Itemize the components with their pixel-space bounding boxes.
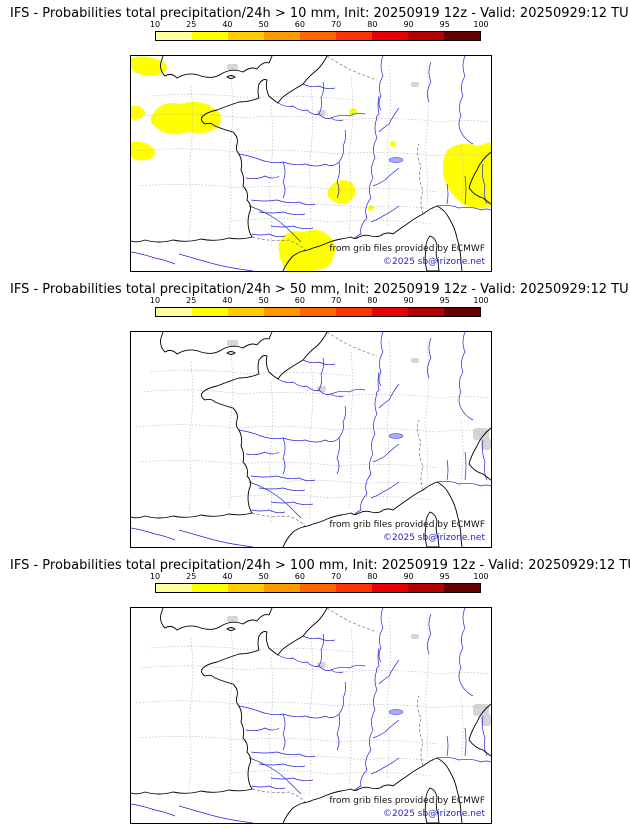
rivers-layer [131, 56, 491, 271]
colorbar-tick-labels: 10 25 40 50 60 70 80 90 95 100 [150, 572, 489, 582]
map-frame: from grib files provided by ECMWF ©2025 … [130, 607, 492, 824]
colorbar-segment [156, 308, 192, 316]
colorbar-tick-label: 10 [149, 296, 161, 305]
colorbar-tick-label: 95 [439, 296, 450, 305]
national-borders-layer [251, 608, 424, 803]
panel-precip-gt-100mm: IFS - Probabilities total precipitation/… [0, 552, 630, 828]
panel-precip-gt-50mm: IFS - Probabilities total precipitation/… [0, 276, 630, 552]
colorbar-segment [228, 584, 264, 592]
colorbar-tick-label: 90 [403, 296, 414, 305]
colorbar-tick-label: 70 [331, 296, 342, 305]
colorbar-segment [408, 308, 444, 316]
colorbar-tick-label: 95 [439, 20, 450, 29]
colorbar-tick-label: 100 [473, 20, 489, 29]
colorbar-tick-label: 40 [222, 296, 233, 305]
colorbar-tick-label: 60 [294, 296, 305, 305]
colorbar-tick-label: 10 [149, 572, 161, 581]
colorbar-segment [444, 584, 480, 592]
colorbar-segment [228, 32, 264, 40]
colorbar-tick-label: 80 [367, 20, 378, 29]
copyright-text: ©2025 sb@irizone.net [383, 257, 485, 267]
colorbar-tick-label: 10 [149, 20, 161, 29]
colorbar-tick-label: 50 [258, 20, 269, 29]
colorbar-tick-labels: 10 25 40 50 60 70 80 90 95 100 [150, 296, 489, 306]
colorbar-segment [192, 308, 228, 316]
admin-borders-layer [135, 617, 490, 799]
copyright-text: ©2025 sb@irizone.net [383, 809, 485, 819]
colorbar-tick-label: 95 [439, 572, 450, 581]
colorbar-segment [372, 308, 408, 316]
colorbar-segment [192, 32, 228, 40]
colorbar-tick-label: 100 [473, 572, 489, 581]
colorbar-tick-label: 60 [294, 20, 305, 29]
colorbar-tick-label: 70 [331, 20, 342, 29]
precipitation-probability-map [131, 608, 491, 823]
colorbar-tick-label: 50 [258, 296, 269, 305]
colorbar-segment [264, 32, 300, 40]
colorbar-tick-labels: 10 25 40 50 60 70 80 90 95 100 [150, 20, 489, 30]
probability-colorbar: 10 25 40 50 60 70 80 90 95 100 [150, 296, 489, 317]
colorbar-segment [372, 32, 408, 40]
admin-borders-layer [135, 341, 490, 523]
national-borders-layer [251, 56, 424, 251]
colorbar-segment [408, 584, 444, 592]
ecmwf-attribution: from grib files provided by ECMWF [329, 520, 485, 530]
colorbar-gradient [155, 307, 481, 317]
ecmwf-attribution: from grib files provided by ECMWF [329, 244, 485, 254]
panel-title: IFS - Probabilities total precipitation/… [10, 282, 629, 297]
probability-colorbar: 10 25 40 50 60 70 80 90 95 100 [150, 572, 489, 593]
panel-title: IFS - Probabilities total precipitation/… [10, 558, 630, 573]
colorbar-segment [228, 308, 264, 316]
colorbar-tick-label: 60 [294, 572, 305, 581]
ecmwf-attribution: from grib files provided by ECMWF [329, 796, 485, 806]
rivers-layer [131, 332, 491, 547]
colorbar-tick-label: 25 [186, 572, 197, 581]
colorbar-tick-label: 90 [403, 572, 414, 581]
rivers-layer [131, 608, 491, 823]
colorbar-tick-label: 25 [186, 20, 197, 29]
colorbar-segment [192, 584, 228, 592]
precipitation-probability-map [131, 332, 491, 547]
colorbar-segment [300, 584, 336, 592]
coastline-layer [131, 56, 491, 271]
colorbar-segment [300, 308, 336, 316]
colorbar-tick-label: 40 [222, 20, 233, 29]
colorbar-tick-label: 80 [367, 296, 378, 305]
urban-areas-layer [227, 616, 491, 726]
colorbar-segment [156, 32, 192, 40]
map-frame: from grib files provided by ECMWF ©2025 … [130, 331, 492, 548]
colorbar-tick-label: 90 [403, 20, 414, 29]
colorbar-segment [336, 308, 372, 316]
colorbar-tick-label: 70 [331, 572, 342, 581]
colorbar-segment [156, 584, 192, 592]
colorbar-segment [372, 584, 408, 592]
probability-colorbar: 10 25 40 50 60 70 80 90 95 100 [150, 20, 489, 41]
colorbar-tick-label: 100 [473, 296, 489, 305]
colorbar-segment [336, 32, 372, 40]
colorbar-segment [336, 584, 372, 592]
precipitation-probability-map [131, 56, 491, 271]
colorbar-segment [444, 32, 480, 40]
colorbar-segment [444, 308, 480, 316]
colorbar-tick-label: 80 [367, 572, 378, 581]
colorbar-gradient [155, 31, 481, 41]
coastline-layer [131, 332, 491, 547]
map-frame: from grib files provided by ECMWF ©2025 … [130, 55, 492, 272]
national-borders-layer [251, 332, 424, 527]
colorbar-segment [264, 584, 300, 592]
colorbar-tick-label: 50 [258, 572, 269, 581]
colorbar-segment [408, 32, 444, 40]
colorbar-segment [300, 32, 336, 40]
coastline-layer [131, 608, 491, 823]
colorbar-tick-label: 25 [186, 296, 197, 305]
colorbar-tick-label: 40 [222, 572, 233, 581]
panel-precip-gt-10mm: IFS - Probabilities total precipitation/… [0, 0, 630, 276]
urban-areas-layer [227, 340, 491, 450]
copyright-text: ©2025 sb@irizone.net [383, 533, 485, 543]
panel-title: IFS - Probabilities total precipitation/… [10, 6, 629, 21]
colorbar-segment [264, 308, 300, 316]
colorbar-gradient [155, 583, 481, 593]
admin-borders-layer [135, 65, 490, 247]
probability-overlay-layer [131, 56, 491, 271]
